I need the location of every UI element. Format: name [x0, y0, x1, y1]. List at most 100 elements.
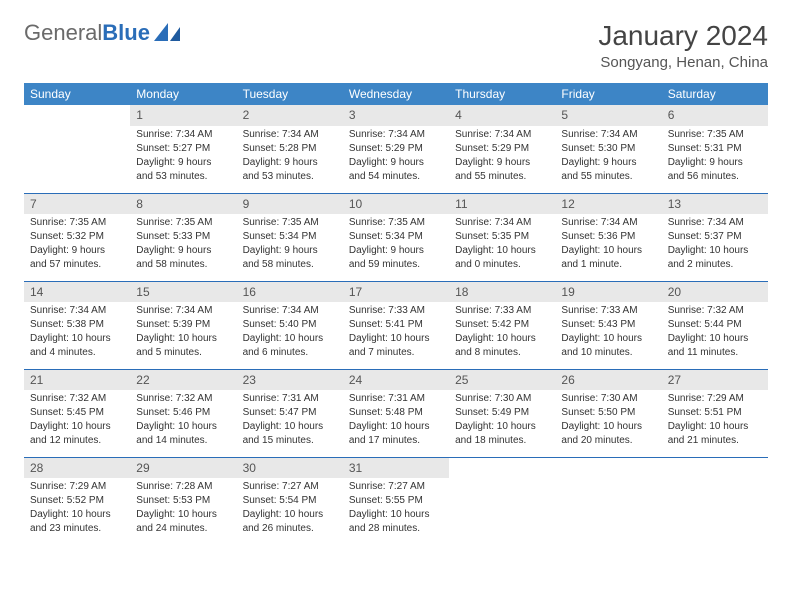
calendar-day-cell: 31Sunrise: 7:27 AMSunset: 5:55 PMDayligh…	[343, 457, 449, 545]
sunrise-text: Sunrise: 7:34 AM	[561, 216, 655, 229]
daylight-text: and 14 minutes.	[136, 434, 230, 447]
daylight-text: and 55 minutes.	[455, 170, 549, 183]
sunset-text: Sunset: 5:28 PM	[243, 142, 337, 155]
daylight-text: Daylight: 9 hours	[136, 244, 230, 257]
daylight-text: and 4 minutes.	[30, 346, 124, 359]
day-number: 3	[343, 105, 449, 126]
sunrise-text: Sunrise: 7:34 AM	[349, 128, 443, 141]
sunset-text: Sunset: 5:41 PM	[349, 318, 443, 331]
daylight-text: Daylight: 10 hours	[668, 332, 762, 345]
sunset-text: Sunset: 5:49 PM	[455, 406, 549, 419]
daylight-text: and 5 minutes.	[136, 346, 230, 359]
daylight-text: and 12 minutes.	[30, 434, 124, 447]
daylight-text: Daylight: 10 hours	[349, 420, 443, 433]
sunrise-text: Sunrise: 7:30 AM	[455, 392, 549, 405]
daylight-text: and 10 minutes.	[561, 346, 655, 359]
daylight-text: and 18 minutes.	[455, 434, 549, 447]
calendar-day-cell: 9Sunrise: 7:35 AMSunset: 5:34 PMDaylight…	[237, 193, 343, 281]
logo-text: GeneralBlue	[24, 20, 150, 46]
weekday-header: Tuesday	[237, 83, 343, 105]
day-number: 25	[449, 370, 555, 391]
day-number: 4	[449, 105, 555, 126]
daylight-text: Daylight: 10 hours	[243, 508, 337, 521]
weekday-header: Sunday	[24, 83, 130, 105]
sunrise-text: Sunrise: 7:34 AM	[30, 304, 124, 317]
daylight-text: and 57 minutes.	[30, 258, 124, 271]
sunset-text: Sunset: 5:33 PM	[136, 230, 230, 243]
daylight-text: Daylight: 9 hours	[243, 156, 337, 169]
daylight-text: Daylight: 9 hours	[243, 244, 337, 257]
sunrise-text: Sunrise: 7:34 AM	[561, 128, 655, 141]
calendar-day-cell: 6Sunrise: 7:35 AMSunset: 5:31 PMDaylight…	[662, 105, 768, 193]
weekday-header: Thursday	[449, 83, 555, 105]
weekday-header: Monday	[130, 83, 236, 105]
daylight-text: and 56 minutes.	[668, 170, 762, 183]
day-content: Sunrise: 7:35 AMSunset: 5:31 PMDaylight:…	[662, 126, 768, 188]
calendar-day-cell: 28Sunrise: 7:29 AMSunset: 5:52 PMDayligh…	[24, 457, 130, 545]
day-number: 31	[343, 458, 449, 479]
daylight-text: and 58 minutes.	[136, 258, 230, 271]
sunset-text: Sunset: 5:36 PM	[561, 230, 655, 243]
sunset-text: Sunset: 5:29 PM	[455, 142, 549, 155]
sunrise-text: Sunrise: 7:35 AM	[30, 216, 124, 229]
daylight-text: and 55 minutes.	[561, 170, 655, 183]
day-content: Sunrise: 7:34 AMSunset: 5:40 PMDaylight:…	[237, 302, 343, 364]
day-number: 11	[449, 194, 555, 215]
calendar-week-row: 1Sunrise: 7:34 AMSunset: 5:27 PMDaylight…	[24, 105, 768, 193]
daylight-text: and 15 minutes.	[243, 434, 337, 447]
daylight-text: and 17 minutes.	[349, 434, 443, 447]
daylight-text: and 6 minutes.	[243, 346, 337, 359]
calendar-table: SundayMondayTuesdayWednesdayThursdayFrid…	[24, 83, 768, 545]
daylight-text: Daylight: 10 hours	[136, 420, 230, 433]
daylight-text: Daylight: 10 hours	[455, 332, 549, 345]
sunrise-text: Sunrise: 7:32 AM	[136, 392, 230, 405]
calendar-day-cell: 18Sunrise: 7:33 AMSunset: 5:42 PMDayligh…	[449, 281, 555, 369]
sunset-text: Sunset: 5:42 PM	[455, 318, 549, 331]
calendar-day-cell: 24Sunrise: 7:31 AMSunset: 5:48 PMDayligh…	[343, 369, 449, 457]
daylight-text: Daylight: 10 hours	[30, 420, 124, 433]
daylight-text: Daylight: 10 hours	[136, 332, 230, 345]
daylight-text: and 20 minutes.	[561, 434, 655, 447]
weekday-header: Wednesday	[343, 83, 449, 105]
daylight-text: and 58 minutes.	[243, 258, 337, 271]
day-content: Sunrise: 7:31 AMSunset: 5:47 PMDaylight:…	[237, 390, 343, 452]
calendar-day-cell: 17Sunrise: 7:33 AMSunset: 5:41 PMDayligh…	[343, 281, 449, 369]
day-content: Sunrise: 7:35 AMSunset: 5:33 PMDaylight:…	[130, 214, 236, 276]
day-number: 22	[130, 370, 236, 391]
sunrise-text: Sunrise: 7:34 AM	[455, 128, 549, 141]
daylight-text: Daylight: 9 hours	[455, 156, 549, 169]
daylight-text: and 21 minutes.	[668, 434, 762, 447]
day-number: 20	[662, 282, 768, 303]
sunset-text: Sunset: 5:54 PM	[243, 494, 337, 507]
sunrise-text: Sunrise: 7:34 AM	[243, 128, 337, 141]
day-content: Sunrise: 7:27 AMSunset: 5:55 PMDaylight:…	[343, 478, 449, 540]
day-content: Sunrise: 7:28 AMSunset: 5:53 PMDaylight:…	[130, 478, 236, 540]
calendar-day-cell: 2Sunrise: 7:34 AMSunset: 5:28 PMDaylight…	[237, 105, 343, 193]
daylight-text: and 8 minutes.	[455, 346, 549, 359]
calendar-week-row: 7Sunrise: 7:35 AMSunset: 5:32 PMDaylight…	[24, 193, 768, 281]
sunset-text: Sunset: 5:52 PM	[30, 494, 124, 507]
daylight-text: Daylight: 10 hours	[30, 332, 124, 345]
sunrise-text: Sunrise: 7:35 AM	[243, 216, 337, 229]
day-content: Sunrise: 7:33 AMSunset: 5:43 PMDaylight:…	[555, 302, 661, 364]
daylight-text: Daylight: 9 hours	[668, 156, 762, 169]
day-number: 16	[237, 282, 343, 303]
daylight-text: and 23 minutes.	[30, 522, 124, 535]
day-number: 10	[343, 194, 449, 215]
daylight-text: Daylight: 10 hours	[561, 420, 655, 433]
sunset-text: Sunset: 5:30 PM	[561, 142, 655, 155]
calendar-day-cell: 27Sunrise: 7:29 AMSunset: 5:51 PMDayligh…	[662, 369, 768, 457]
sunset-text: Sunset: 5:38 PM	[30, 318, 124, 331]
daylight-text: Daylight: 9 hours	[561, 156, 655, 169]
daylight-text: Daylight: 9 hours	[30, 244, 124, 257]
day-number: 19	[555, 282, 661, 303]
sunrise-text: Sunrise: 7:33 AM	[561, 304, 655, 317]
day-number: 23	[237, 370, 343, 391]
calendar-day-cell: 29Sunrise: 7:28 AMSunset: 5:53 PMDayligh…	[130, 457, 236, 545]
calendar-day-cell: 3Sunrise: 7:34 AMSunset: 5:29 PMDaylight…	[343, 105, 449, 193]
daylight-text: and 28 minutes.	[349, 522, 443, 535]
day-number: 30	[237, 458, 343, 479]
calendar-empty-cell	[662, 457, 768, 545]
calendar-week-row: 14Sunrise: 7:34 AMSunset: 5:38 PMDayligh…	[24, 281, 768, 369]
daylight-text: and 26 minutes.	[243, 522, 337, 535]
